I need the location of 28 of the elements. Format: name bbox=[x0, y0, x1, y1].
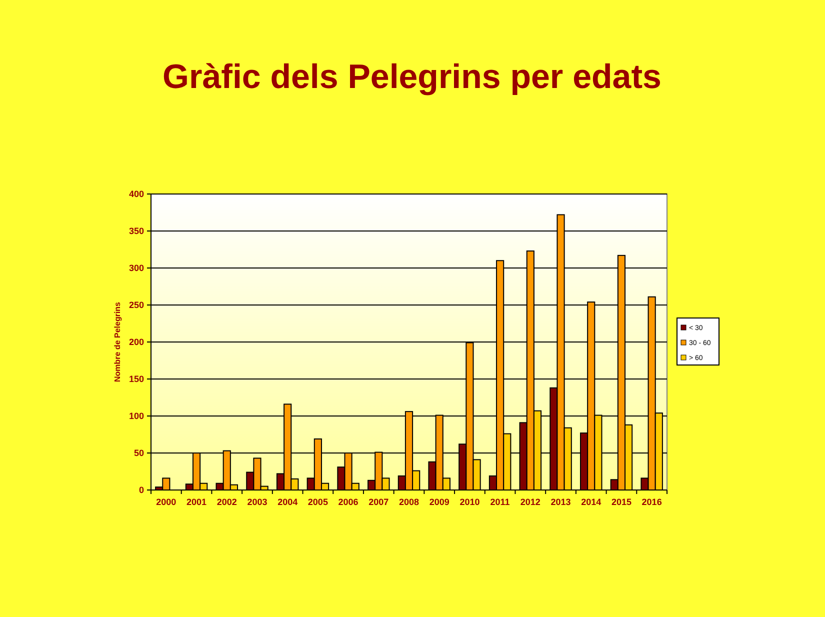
x-tick-label: 2000 bbox=[156, 497, 176, 507]
x-tick-label: 2003 bbox=[247, 497, 268, 507]
y-tick-label: 150 bbox=[128, 374, 144, 384]
y-tick-label: 100 bbox=[128, 411, 144, 422]
y-tick-label: 350 bbox=[128, 226, 144, 236]
y-tick-label: 200 bbox=[128, 337, 144, 348]
y-tick-label: 0 bbox=[138, 485, 144, 496]
y-tick-label: 400 bbox=[128, 189, 144, 200]
x-tick-label: 2001 bbox=[186, 497, 207, 507]
x-tick-label: 2007 bbox=[368, 497, 389, 507]
x-tick-label: 2014 bbox=[581, 497, 602, 507]
x-tick-label: 2008 bbox=[398, 497, 420, 507]
x-tick-label: 2005 bbox=[308, 497, 328, 507]
x-tick-label: 2015 bbox=[611, 497, 632, 507]
x-tick-label: 2016 bbox=[642, 497, 662, 507]
y-axis-title: Nombre de Pelegrins bbox=[113, 301, 122, 382]
x-tick-label: 2002 bbox=[216, 497, 237, 507]
x-tick-label: 2006 bbox=[338, 497, 358, 507]
y-tick-label: 50 bbox=[134, 448, 144, 458]
x-tick-label: 2012 bbox=[520, 497, 540, 507]
y-tick-label: 250 bbox=[128, 300, 144, 310]
x-tick-label: 2011 bbox=[490, 497, 510, 507]
x-tick-label: 2004 bbox=[278, 497, 298, 507]
x-tick-label: 2010 bbox=[460, 497, 480, 507]
x-tick-label: 2013 bbox=[550, 497, 571, 507]
x-tick-label: 2009 bbox=[429, 497, 450, 507]
chart-title: Gràfic dels Pelegrins per edats bbox=[162, 58, 662, 96]
y-tick-label: 300 bbox=[128, 263, 144, 274]
